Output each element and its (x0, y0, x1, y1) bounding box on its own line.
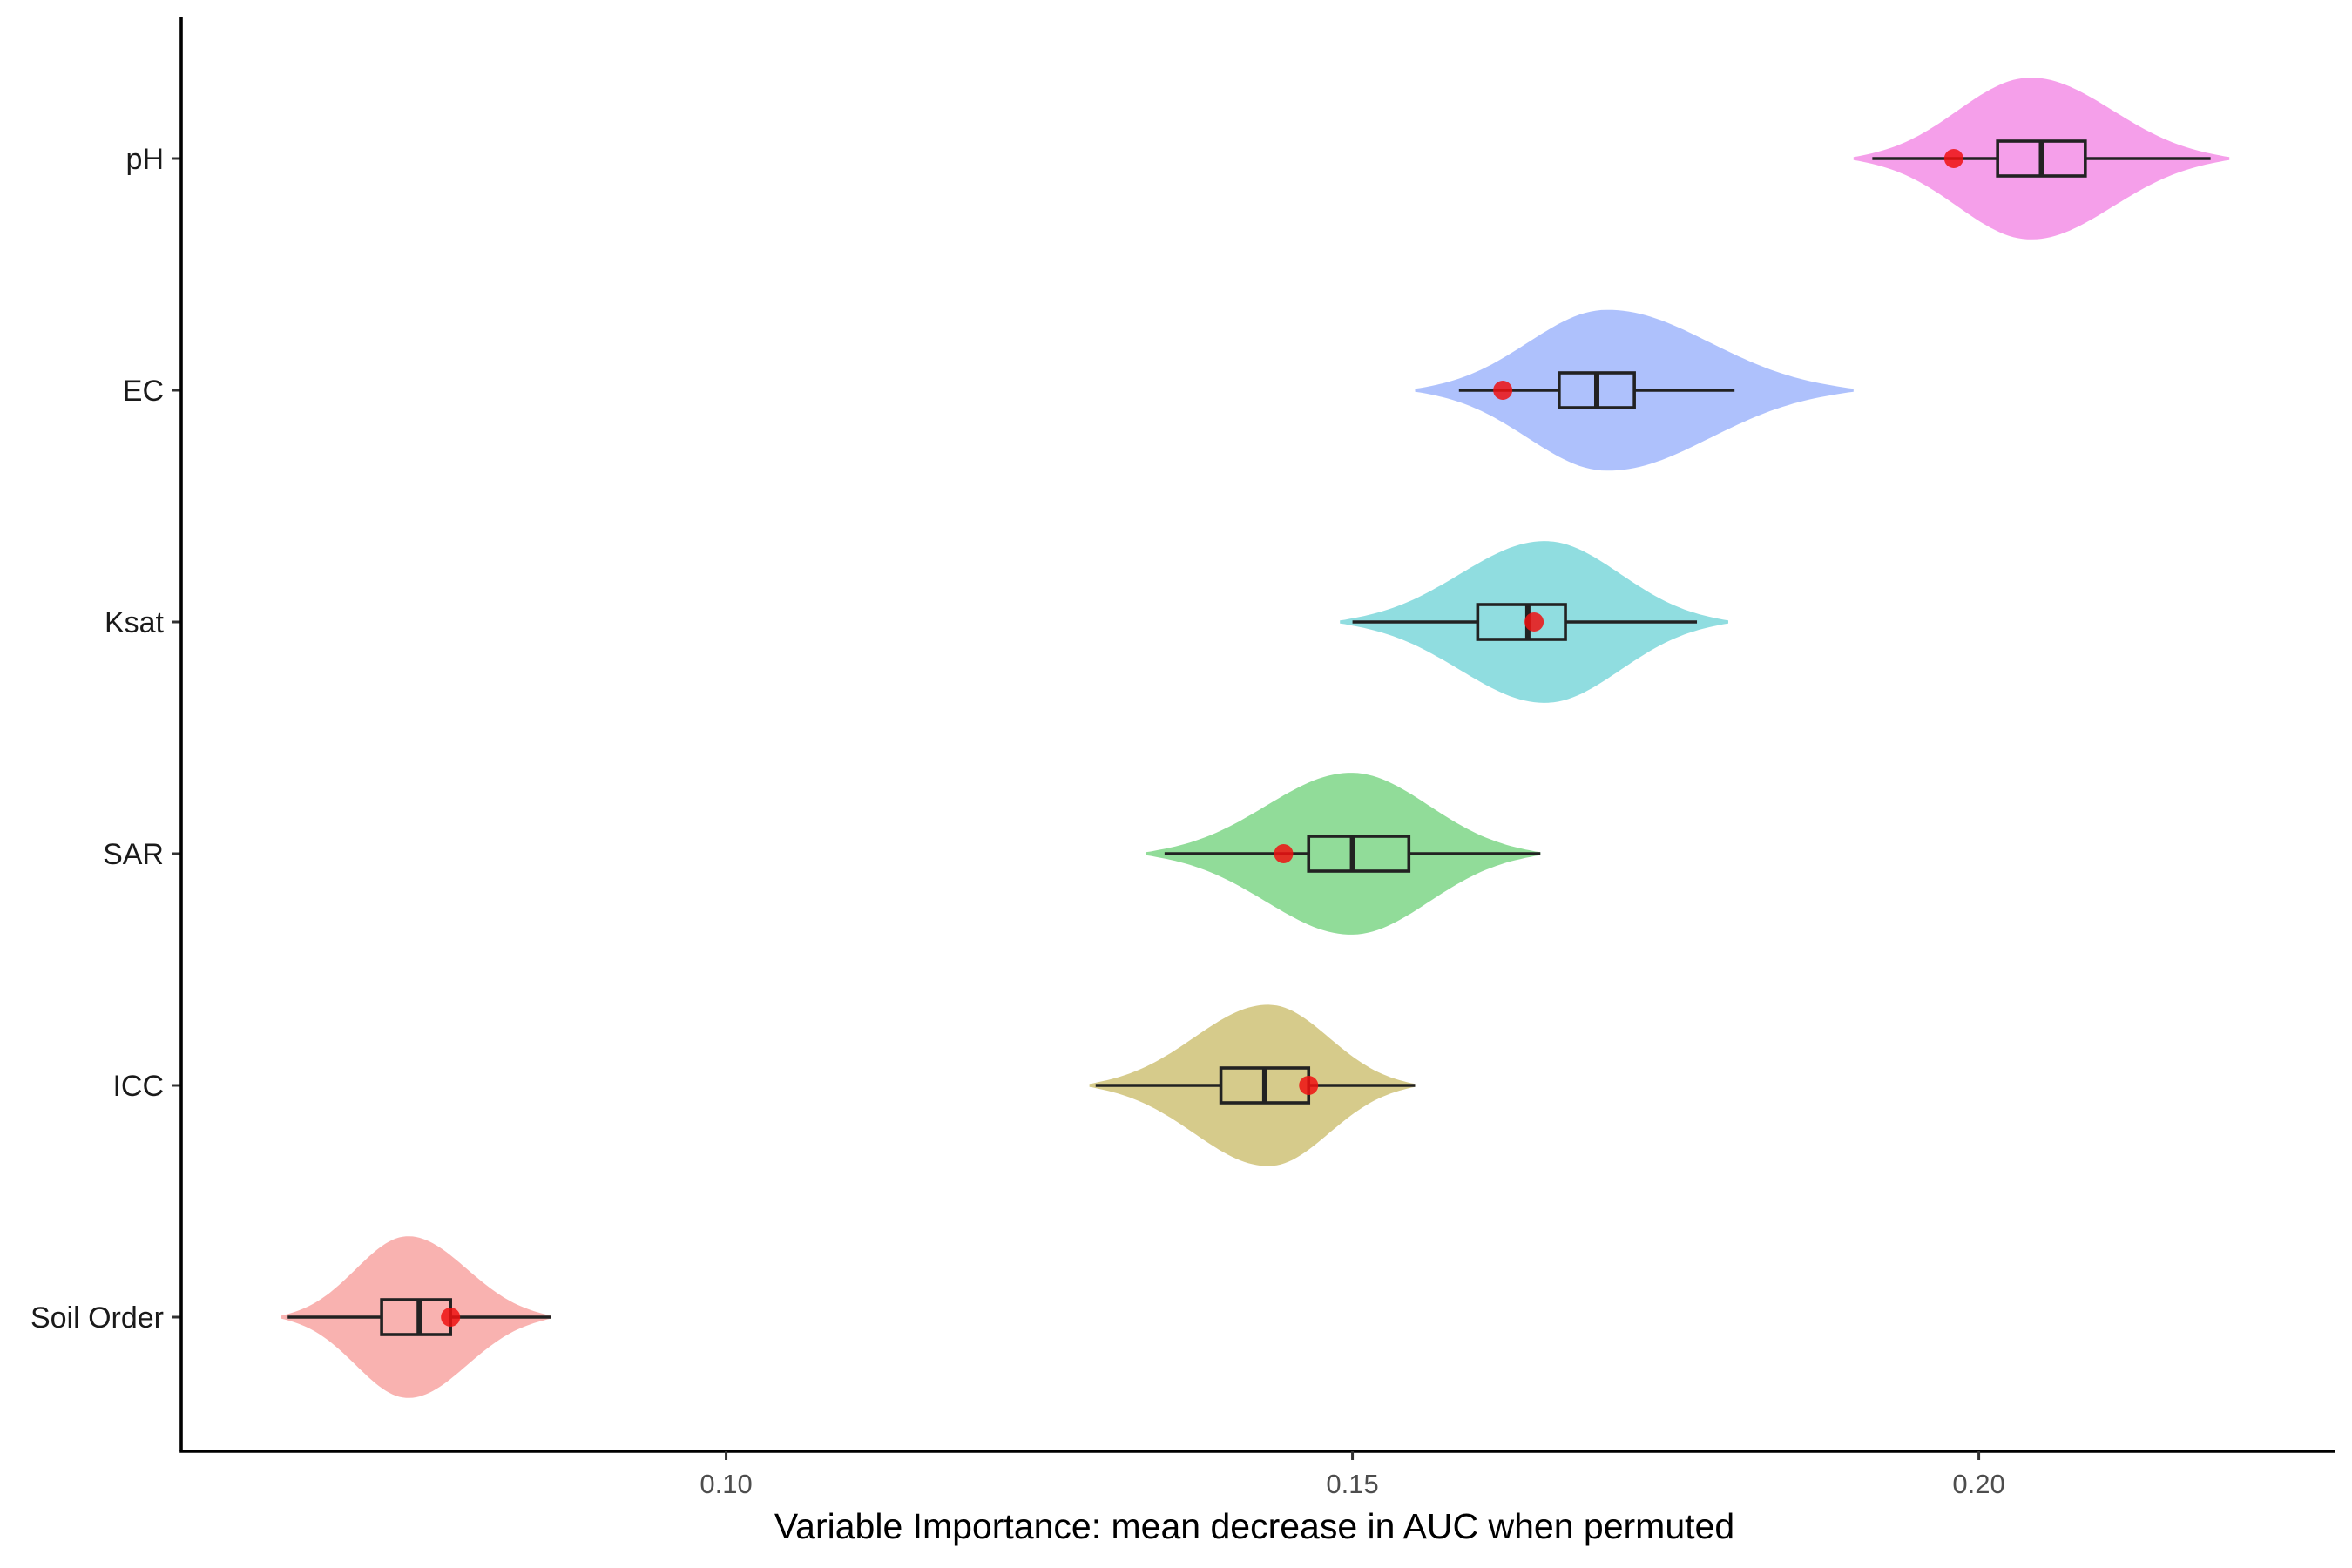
point-ksat (1524, 612, 1544, 632)
violins-layer (281, 78, 2230, 1398)
violin-soil-order (281, 1236, 551, 1398)
point-sar (1274, 844, 1294, 863)
x-tick-label-0-20: 0.20 (1952, 1469, 2004, 1499)
x-axis-title: Variable Importance: mean decrease in AU… (774, 1506, 1734, 1546)
point-ph (1943, 149, 1963, 168)
x-tick-label-0-15: 0.15 (1326, 1469, 1378, 1499)
violin-icc (1089, 1004, 1416, 1166)
axes-layer: pH EC Ksat SAR ICC Soil Order 0.10 0.15 0.20 (30, 17, 2335, 1499)
y-tick-label-icc: ICC (112, 1070, 164, 1103)
y-tick-label-sar: SAR (103, 838, 164, 871)
box-ksat (1476, 603, 1567, 641)
y-tick-label-ec: EC (123, 375, 164, 408)
y-tick-label-soil-order: Soil Order (30, 1301, 164, 1335)
box-sar (1307, 835, 1411, 873)
y-tick-label-ksat: Ksat (105, 606, 165, 639)
violin-sar (1146, 773, 1541, 935)
point-ec (1493, 381, 1513, 400)
x-tick-label-0-10: 0.10 (700, 1469, 752, 1499)
y-tick-label-ph: pH (126, 143, 164, 176)
point-icc (1299, 1076, 1319, 1095)
point-soil-order (441, 1308, 461, 1327)
points-layer (441, 149, 1963, 1327)
